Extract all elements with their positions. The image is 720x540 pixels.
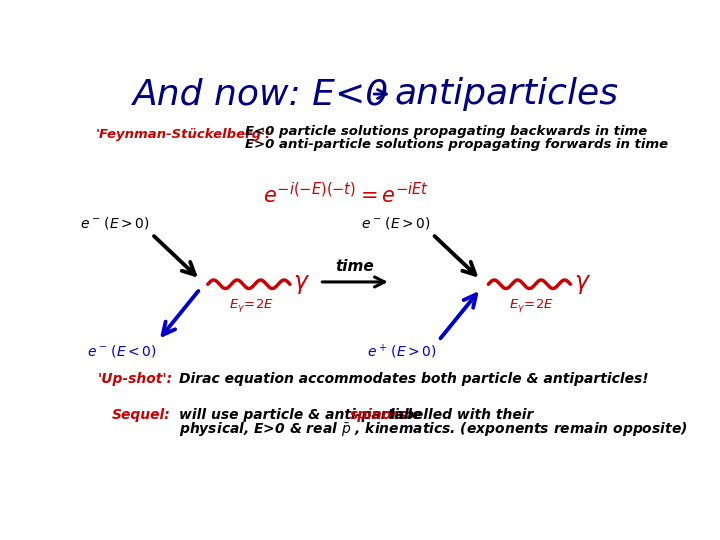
Text: 'Feynman-Stückelberg':: 'Feynman-Stückelberg': bbox=[96, 127, 271, 140]
Text: And now: E<0: And now: E<0 bbox=[132, 77, 400, 111]
Text: Dirac equation accommodates both particle & antiparticles!: Dirac equation accommodates both particl… bbox=[179, 372, 649, 386]
Text: $e^-\,(E<0)$: $e^-\,(E<0)$ bbox=[86, 343, 157, 359]
Text: $e^-\,(E>0)$: $e^-\,(E>0)$ bbox=[361, 215, 431, 231]
Text: Sequel:: Sequel: bbox=[112, 408, 171, 422]
Text: 'Up-shot':: 'Up-shot': bbox=[98, 372, 173, 386]
Text: spinors: spinors bbox=[350, 408, 407, 422]
Text: physical, E>0 & real $\bar{p}$ , kinematics. (exponents remain opposite): physical, E>0 & real $\bar{p}$ , kinemat… bbox=[179, 420, 688, 438]
Text: $\gamma$: $\gamma$ bbox=[293, 273, 310, 296]
Text: will use particle & anti-particle: will use particle & anti-particle bbox=[179, 408, 426, 422]
Text: labelled with their: labelled with their bbox=[385, 408, 534, 422]
Text: $\gamma$: $\gamma$ bbox=[574, 273, 590, 296]
Text: $E_\gamma\!=\!2E$: $E_\gamma\!=\!2E$ bbox=[229, 296, 274, 314]
Text: $e^+\,(E>0)$: $e^+\,(E>0)$ bbox=[367, 343, 437, 361]
Text: $e^{-i(-E)(-t)} = e^{-iEt}$: $e^{-i(-E)(-t)} = e^{-iEt}$ bbox=[263, 181, 429, 207]
Text: E>0 anti-particle solutions propagating forwards in time: E>0 anti-particle solutions propagating … bbox=[245, 138, 668, 151]
Text: $e^-\,(E>0)$: $e^-\,(E>0)$ bbox=[81, 215, 150, 231]
Text: E<0 particle solutions propagating backwards in time: E<0 particle solutions propagating backw… bbox=[245, 125, 647, 138]
Text: time: time bbox=[336, 259, 374, 274]
Text: antiparticles: antiparticles bbox=[395, 77, 618, 111]
Text: $E_\gamma\!=\!2E$: $E_\gamma\!=\!2E$ bbox=[509, 296, 554, 314]
